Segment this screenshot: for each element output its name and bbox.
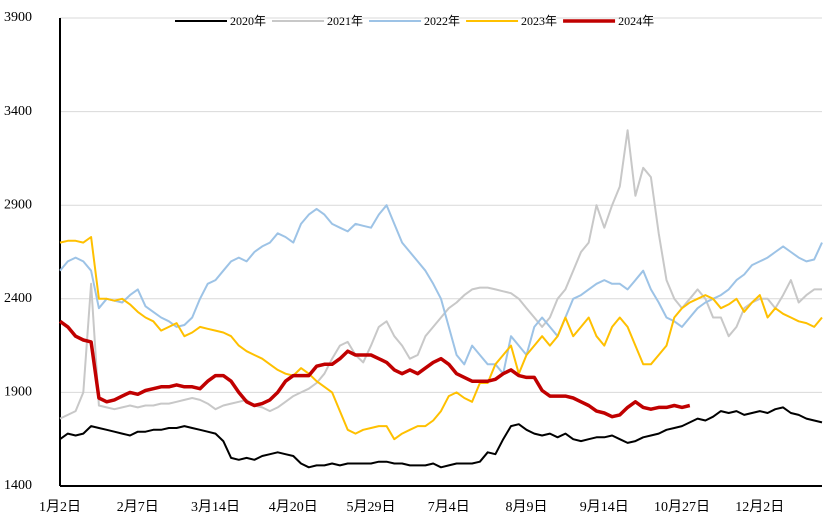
y-tick-label: 2400 [4, 291, 32, 306]
series-line [59, 129, 822, 420]
legend-label: 2020年 [230, 14, 266, 28]
y-tick-label: 3900 [4, 10, 32, 25]
legend-label: 2021年 [327, 14, 363, 28]
y-tick-label: 1900 [4, 385, 32, 400]
legend-label: 2024年 [618, 14, 654, 28]
series-line [59, 406, 823, 469]
x-tick-label: 9月14日 [580, 499, 629, 515]
x-tick-label: 4月20日 [269, 499, 318, 515]
x-tick-label: 10月27日 [654, 499, 710, 515]
y-tick-label: 2900 [4, 197, 32, 212]
series-line [59, 204, 823, 375]
y-tick-label: 3400 [4, 104, 32, 119]
x-tick-label: 2月7日 [117, 499, 159, 515]
legend-label: 2022年 [424, 14, 460, 28]
x-tick-label: 12月2日 [735, 499, 784, 515]
x-tick-label: 1月2日 [39, 499, 81, 515]
x-tick-label: 5月29日 [347, 499, 396, 515]
y-tick-label: 1400 [4, 478, 32, 493]
legend-label: 2023年 [521, 14, 557, 28]
series-line [59, 236, 823, 441]
x-tick-label: 7月4日 [428, 499, 470, 515]
x-tick-label: 8月9日 [506, 499, 548, 515]
series-line [58, 319, 691, 419]
x-tick-label: 3月14日 [191, 499, 240, 515]
